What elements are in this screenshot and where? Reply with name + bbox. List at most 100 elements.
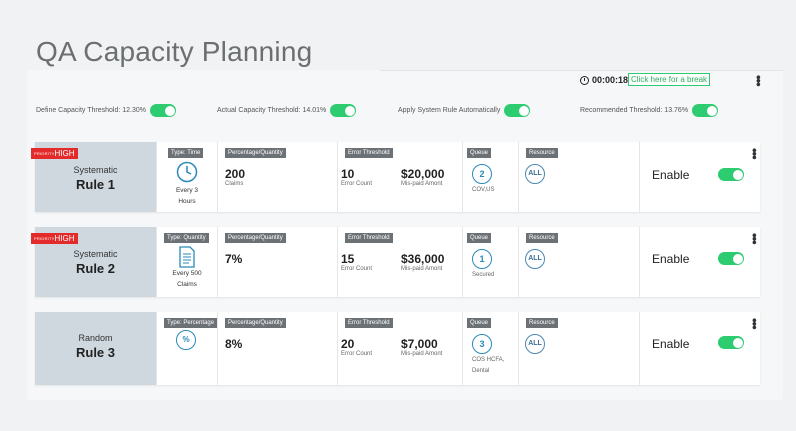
- percentage-tag: Percentage/Quantity: [225, 148, 286, 158]
- rule-card: Systematic Rule 1 PRIORITYHIGH Type: Tim…: [31, 142, 762, 212]
- queue-count[interactable]: 2: [472, 164, 492, 184]
- type-column: Type: Quantity Every 500 Claims: [156, 227, 217, 297]
- recommended-threshold-label: Recommended Threshold: 13.76%: [580, 107, 689, 114]
- error-tag: Error Threshold: [345, 233, 393, 243]
- queue-name-2: Dental: [472, 368, 490, 374]
- amount-label: Mis-paid Amont: [401, 181, 443, 187]
- rule-kind: Random: [78, 333, 113, 343]
- timer-value: 00:00:18: [592, 75, 629, 85]
- rule-menu-kebab-icon[interactable]: •••: [747, 232, 762, 244]
- rule-card: Random Rule 3 Type: Percentage % Percent…: [35, 312, 762, 385]
- resource-tag: Resource: [526, 318, 558, 328]
- rule-menu-kebab-icon[interactable]: •••: [747, 317, 762, 329]
- quantity-value: 8%: [225, 337, 243, 351]
- enable-toggle[interactable]: [718, 252, 744, 265]
- rule-name: Rule 2: [75, 261, 115, 276]
- queue-name: COV,US: [472, 187, 495, 193]
- type-unit: Hours: [178, 198, 196, 205]
- priority-badge-prefix: PRIORITY: [34, 236, 55, 241]
- type-column: Type: Percentage %: [156, 312, 218, 385]
- actual-capacity-threshold-label: Actual Capacity Threshold: 14.01%: [217, 107, 327, 114]
- queue-count[interactable]: 1: [472, 249, 492, 269]
- queue-column: Queue 1 Secured: [462, 227, 518, 297]
- priority-badge: PRIORITYHIGH: [31, 148, 78, 159]
- type-column: Type: Time Every 3 Hours: [156, 142, 217, 212]
- type-tag: Type: Quantity: [164, 233, 209, 243]
- rule-summary: Random Rule 3: [35, 312, 156, 385]
- apply-system-rule: Apply System Rule Automatically: [398, 104, 531, 117]
- define-capacity-threshold: Define Capacity Threshold: 12.30%: [36, 104, 176, 117]
- rule-name: Rule 3: [75, 345, 115, 360]
- quantity-label: Claims: [225, 181, 244, 187]
- rule-card: Systematic Rule 2 PRIORITYHIGH Type: Qua…: [31, 227, 762, 297]
- recommended-threshold: Recommended Threshold: 13.76%: [580, 104, 719, 117]
- type-unit: Claims: [177, 281, 197, 288]
- priority-badge-level: HIGH: [54, 149, 75, 158]
- amount-label: Mis-paid Amont: [401, 351, 443, 357]
- priority-badge: PRIORITYHIGH: [31, 233, 78, 244]
- resource-column: Resource ALL: [518, 312, 639, 385]
- percentage-column: Percentage/Quantity 7%: [217, 227, 337, 297]
- enable-toggle[interactable]: [718, 336, 744, 349]
- type-tag: Type: Time: [168, 148, 204, 158]
- priority-badge-prefix: PRIORITY: [34, 151, 55, 156]
- session-timer: 00:00:18: [580, 75, 628, 85]
- queue-count[interactable]: 3: [472, 334, 492, 354]
- queue-tag: Queue: [467, 233, 492, 243]
- enable-label: Enable: [652, 252, 690, 266]
- define-capacity-toggle[interactable]: [150, 104, 176, 117]
- page-title: QA Capacity Planning: [36, 36, 313, 67]
- amount-label: Mis-paid Amont: [401, 266, 443, 272]
- priority-badge-level: HIGH: [54, 234, 75, 243]
- error-column: Error Threshold 10 Error Count $20,000 M…: [337, 142, 462, 212]
- status-column: Enable •••: [639, 227, 762, 297]
- amount-value: $20,000: [401, 167, 445, 181]
- error-count-label: Error Count: [341, 181, 373, 187]
- timer-clock-icon: [580, 75, 589, 85]
- rule-menu-kebab-icon[interactable]: •••: [747, 147, 762, 159]
- resource-column: Resource ALL: [518, 142, 639, 212]
- enable-label: Enable: [652, 337, 690, 351]
- percent-icon: %: [176, 330, 196, 350]
- apply-system-rule-toggle[interactable]: [504, 104, 531, 117]
- resource-tag: Resource: [526, 148, 558, 158]
- type-frequency: Every 3: [175, 187, 199, 194]
- error-count-value: 10: [341, 167, 355, 181]
- error-count-value: 20: [341, 337, 355, 351]
- error-count-label: Error Count: [341, 266, 373, 272]
- queue-name: COS HCFA,: [472, 357, 505, 363]
- recommended-threshold-toggle[interactable]: [692, 104, 719, 117]
- status-column: Enable •••: [639, 142, 762, 212]
- resource-all[interactable]: ALL: [525, 249, 545, 269]
- enable-toggle[interactable]: [718, 168, 744, 181]
- resource-all[interactable]: ALL: [525, 334, 545, 354]
- amount-value: $7,000: [401, 337, 438, 351]
- header-menu-kebab-icon[interactable]: •••: [751, 74, 766, 86]
- type-tag: Type: Percentage: [164, 318, 218, 328]
- percentage-column: Percentage/Quantity 200 Claims: [217, 142, 337, 212]
- queue-column: Queue 2 COV,US: [462, 142, 518, 212]
- actual-capacity-threshold: Actual Capacity Threshold: 14.01%: [217, 104, 357, 117]
- error-count-label: Error Count: [341, 351, 373, 357]
- header-bar: [380, 70, 783, 90]
- actual-capacity-toggle[interactable]: [330, 104, 357, 117]
- queue-name: Secured: [472, 272, 495, 278]
- break-button[interactable]: Click here for a break: [628, 73, 710, 86]
- clock-icon: [176, 161, 198, 183]
- define-capacity-threshold-label: Define Capacity Threshold: 12.30%: [36, 107, 146, 114]
- queue-column: Queue 3 COS HCFA, Dental: [462, 312, 518, 385]
- rule-kind: Systematic: [73, 249, 118, 259]
- queue-tag: Queue: [467, 148, 492, 158]
- error-tag: Error Threshold: [345, 318, 393, 328]
- quantity-value: 7%: [225, 252, 243, 266]
- resource-column: Resource ALL: [518, 227, 639, 297]
- error-column: Error Threshold 20 Error Count $7,000 Mi…: [337, 312, 462, 385]
- error-count-value: 15: [341, 252, 355, 266]
- error-tag: Error Threshold: [345, 148, 393, 158]
- resource-all[interactable]: ALL: [525, 164, 545, 184]
- percentage-tag: Percentage/Quantity: [225, 318, 286, 328]
- percentage-tag: Percentage/Quantity: [225, 233, 286, 243]
- percentage-column: Percentage/Quantity 8%: [217, 312, 337, 385]
- type-frequency: Every 500: [172, 270, 202, 277]
- apply-system-rule-label: Apply System Rule Automatically: [398, 107, 501, 114]
